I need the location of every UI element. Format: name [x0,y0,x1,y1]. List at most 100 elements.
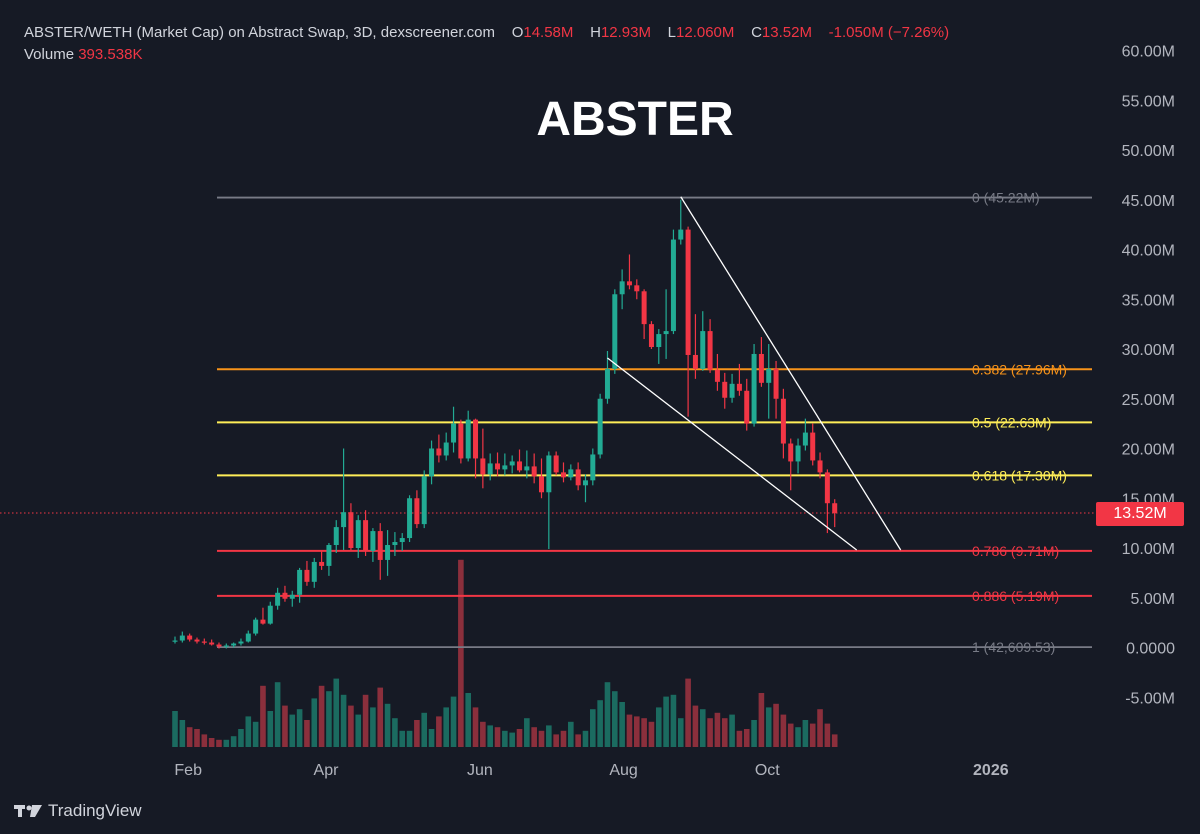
candle-body [363,520,369,551]
tradingview-logo[interactable]: TradingView [14,800,142,822]
candle [729,373,735,403]
candle-body [517,461,523,471]
candle [370,528,376,562]
candle [282,585,288,602]
candle-body [443,442,449,456]
x-tick-label: Aug [609,762,637,779]
open-value: 14.58M [523,24,574,41]
candle [795,438,801,474]
volume-bar [663,696,669,747]
volume-bar [186,727,193,747]
volume-bar [377,687,384,747]
candle [172,636,178,644]
candle-body [619,281,625,295]
candle-body [260,619,266,624]
candle-body [282,592,288,599]
volume-bar [260,685,266,747]
candle-body [319,561,325,566]
x-tick-label: Feb [174,762,202,779]
candle [377,523,383,580]
candle [201,638,207,645]
volume-bar [216,739,222,747]
candle [612,289,618,374]
candle-body [612,294,618,369]
volume-bar [194,729,200,747]
candle-body [810,432,816,461]
candle [788,438,794,491]
candle-body [209,642,215,645]
candle [700,311,706,371]
candle [414,490,420,529]
candle [480,428,486,489]
candle-body [326,545,332,566]
candle-body [487,463,493,475]
fib-label: 0 (45.22M) [972,190,1040,206]
volume-bar [238,729,244,747]
candle [817,452,823,479]
candle [707,319,713,373]
volume-bar [590,709,596,747]
candle-body [172,640,178,642]
candle [751,344,757,427]
candle [473,418,479,479]
candle-body [590,454,596,481]
candle-body [231,643,237,646]
volume-bar [773,703,779,747]
high-value: 12.93M [600,24,651,41]
candle-body [560,472,566,478]
candle-body [495,463,501,470]
candle-body [201,641,207,643]
candle [590,448,596,486]
volume-bar [831,734,838,747]
candle [260,607,266,625]
candle-body [773,368,779,399]
volume-bar [575,734,581,747]
volume-bar [633,716,640,747]
candle-body [597,398,603,455]
candle-body [414,498,420,525]
candle [502,453,508,476]
y-tick-label: -5.00M [1125,690,1175,707]
volume-bar [230,736,237,747]
volume-bar [531,727,537,747]
close-label: C [751,24,762,41]
volume-bar [707,718,713,747]
volume-header: Volume 393.538K [24,46,142,63]
candle-body [722,381,728,398]
candle-body [267,605,273,624]
candlesticks [172,199,838,649]
candle [539,458,544,499]
volume-bar [612,691,618,747]
volume-bar [626,714,633,747]
candle [575,462,581,491]
current-price-tag: 13.52M [1096,502,1184,526]
x-axis: Feb Apr Jun Aug Oct 2026 [174,762,1008,779]
y-tick-label: 35.00M [1122,292,1175,309]
volume-bar [450,696,457,747]
low-label: L [667,24,677,41]
candle [451,406,457,453]
candle-body [187,635,193,640]
volume-bar [685,678,691,747]
candle [641,289,647,340]
candle [766,344,772,419]
volume-value: 393.538K [78,46,143,63]
candle [568,464,574,481]
fib-label: 1 (42,609.53) [972,639,1055,655]
y-tick-label: 45.00M [1122,193,1175,210]
volume-bar [553,734,559,747]
candle-body [399,538,405,543]
volume-bar [538,730,545,747]
volume-bar [795,727,801,747]
candle [722,372,728,409]
candle [238,638,244,646]
candle [487,453,493,481]
volume-bar [421,712,428,747]
y-tick-label: 5.00M [1131,591,1175,608]
candle-body [480,458,486,475]
volume-bar [326,691,332,747]
candle [458,419,464,464]
candle [304,560,310,586]
volume-bar [340,694,347,747]
